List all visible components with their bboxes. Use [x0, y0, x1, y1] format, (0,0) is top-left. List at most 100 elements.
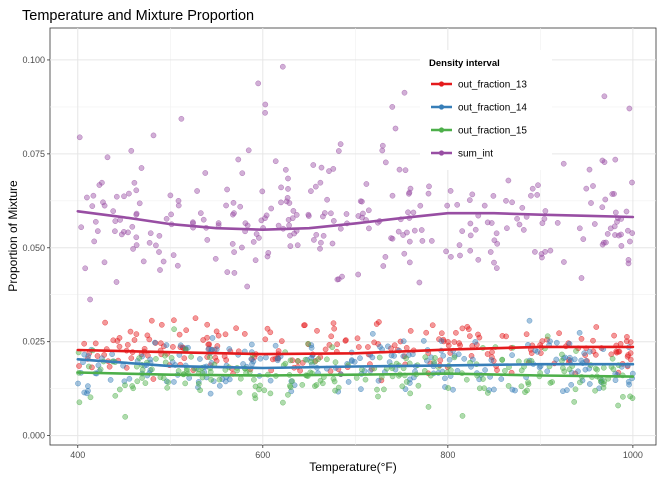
data-point-sum-int: [467, 247, 474, 254]
data-point-out-fraction-15: [594, 366, 600, 373]
data-point-out-fraction-15: [362, 376, 369, 383]
data-point-sum-int: [311, 237, 317, 243]
data-point-out-fraction-15: [459, 413, 466, 419]
data-point-sum-int: [330, 218, 337, 224]
data-point-sum-int: [272, 158, 279, 165]
data-point-sum-int: [318, 164, 325, 171]
data-point-out-fraction-13: [611, 332, 617, 339]
data-point-sum-int: [133, 234, 140, 241]
data-point-out-fraction-13: [556, 330, 562, 337]
data-point-out-fraction-15: [305, 340, 311, 347]
data-point-sum-int: [541, 215, 548, 222]
data-point-out-fraction-15: [407, 390, 414, 397]
data-point-out-fraction-13: [133, 331, 140, 337]
data-point-sum-int: [256, 235, 262, 241]
data-point-out-fraction-15: [76, 399, 83, 406]
data-point-sum-int: [279, 63, 286, 70]
data-point-sum-int: [618, 231, 624, 238]
data-point-out-fraction-14: [576, 329, 583, 336]
data-point-sum-int: [101, 202, 108, 209]
data-point-out-fraction-15: [577, 379, 583, 386]
data-point-sum-int: [535, 182, 541, 189]
x-axis-label: Temperature(°F): [309, 460, 397, 474]
data-point-out-fraction-15: [97, 366, 104, 373]
data-point-sum-int: [401, 250, 408, 257]
data-point-sum-int: [469, 191, 476, 198]
data-point-out-fraction-14: [560, 388, 566, 395]
data-point-out-fraction-15: [422, 354, 429, 361]
data-point-sum-int: [625, 227, 631, 234]
data-point-sum-int: [363, 181, 370, 187]
data-point-out-fraction-15: [609, 355, 616, 362]
data-point-out-fraction-13: [328, 333, 335, 340]
data-point-sum-int: [112, 218, 119, 224]
data-point-out-fraction-13: [489, 349, 495, 355]
data-point-out-fraction-15: [87, 394, 94, 401]
data-point-sum-int: [514, 215, 520, 222]
data-point-sum-int: [259, 188, 266, 195]
data-point-sum-int: [578, 275, 585, 281]
data-point-sum-int: [607, 225, 614, 232]
data-point-sum-int: [100, 199, 106, 206]
data-point-out-fraction-15: [374, 386, 380, 393]
data-point-sum-int: [382, 254, 389, 260]
data-point-sum-int: [588, 200, 594, 206]
data-point-out-fraction-15: [261, 387, 268, 394]
smooth-line-sum-int: [76, 210, 635, 231]
data-point-out-fraction-14: [197, 356, 203, 362]
data-point-out-fraction-13: [537, 350, 544, 356]
data-point-sum-int: [466, 197, 473, 203]
data-point-out-fraction-13: [150, 376, 157, 382]
data-point-out-fraction-15: [162, 359, 169, 366]
data-point-sum-int: [417, 202, 424, 209]
data-point-sum-int: [590, 183, 596, 189]
data-point-out-fraction-15: [139, 367, 146, 373]
data-point-out-fraction-14: [424, 357, 430, 364]
data-point-out-fraction-14: [385, 343, 391, 350]
data-point-out-fraction-15: [445, 385, 452, 391]
data-point-out-fraction-15: [600, 381, 607, 387]
legend-item-out-fraction-14: out_fraction_14: [431, 103, 527, 114]
data-point-sum-int: [428, 238, 435, 244]
data-point-sum-int: [395, 228, 402, 235]
data-point-sum-int: [268, 205, 275, 212]
data-point-out-fraction-14: [358, 386, 364, 392]
data-point-out-fraction-13: [365, 344, 371, 350]
data-point-out-fraction-14: [547, 338, 553, 345]
data-point-out-fraction-15: [528, 358, 535, 364]
data-point-sum-int: [542, 208, 549, 214]
data-point-sum-int: [133, 187, 140, 194]
data-point-sum-int: [467, 220, 474, 227]
data-point-sum-int: [153, 242, 159, 249]
data-point-out-fraction-13: [354, 335, 361, 342]
data-point-sum-int: [426, 183, 432, 190]
smooth-line-out-fraction-14: [76, 358, 635, 370]
data-point-out-fraction-14: [586, 381, 593, 387]
data-point-out-fraction-15: [289, 378, 295, 384]
data-point-out-fraction-14: [274, 357, 281, 364]
data-point-sum-int: [156, 232, 163, 239]
data-point-sum-int: [121, 193, 127, 200]
data-point-out-fraction-13: [116, 343, 123, 350]
data-point-out-fraction-15: [629, 395, 636, 401]
data-point-out-fraction-13: [373, 321, 380, 327]
data-point-out-fraction-15: [572, 386, 579, 393]
data-point-out-fraction-13: [241, 331, 248, 337]
data-point-sum-int: [491, 259, 497, 266]
data-point-out-fraction-14: [207, 390, 214, 397]
data-point-sum-int: [472, 226, 479, 233]
data-point-out-fraction-15: [561, 368, 568, 375]
data-point-sum-int: [591, 221, 598, 227]
data-point-out-fraction-15: [153, 356, 159, 362]
data-point-out-fraction-13: [397, 338, 404, 345]
data-point-out-fraction-14: [216, 382, 223, 389]
data-point-sum-int: [197, 210, 204, 216]
data-point-out-fraction-14: [274, 355, 281, 362]
legend-label: out_fraction_13: [458, 80, 527, 91]
data-point-sum-int: [529, 185, 536, 192]
data-point-out-fraction-15: [559, 351, 565, 358]
data-point-sum-int: [110, 208, 117, 214]
data-point-out-fraction-15: [134, 378, 141, 385]
data-point-out-fraction-15: [399, 383, 406, 390]
data-point-out-fraction-15: [295, 358, 301, 364]
